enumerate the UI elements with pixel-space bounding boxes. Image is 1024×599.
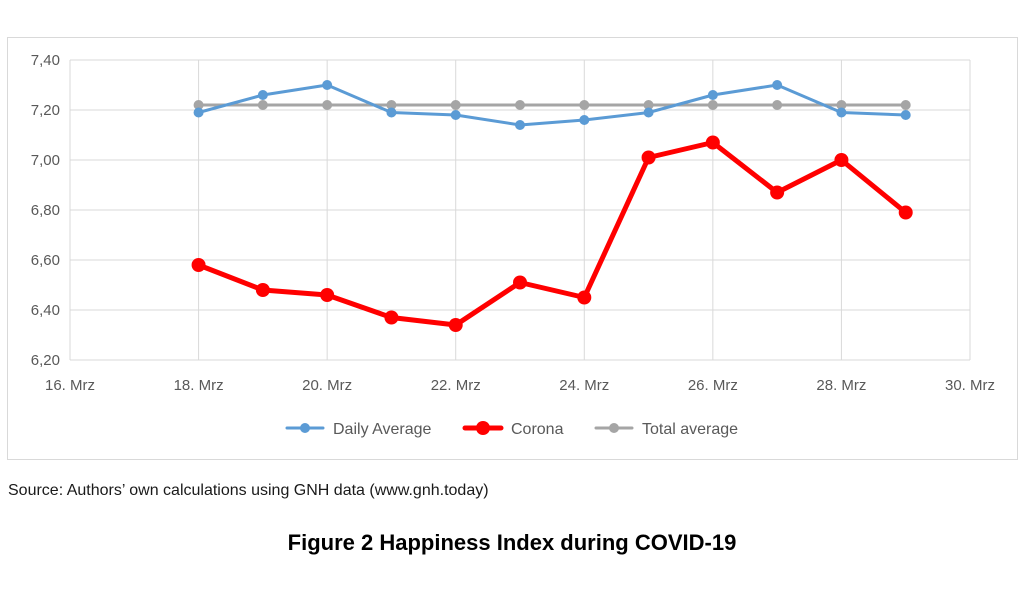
data-point-daily-average [450, 110, 461, 120]
series-line-corona [196, 140, 909, 328]
y-tick-label: 7,00 [31, 152, 60, 169]
x-tick-label: 24. Mrz [559, 377, 609, 394]
axis-layer: 6,20 6,40 6,60 6,80 7,00 7,20 7,40 16. Mrz 18. M… [31, 52, 995, 394]
x-tick-label: 18. Mrz [174, 377, 224, 394]
data-point-corona [513, 275, 527, 290]
data-point-total-average [450, 100, 461, 110]
data-point-corona [770, 185, 785, 200]
x-tick-label: 26. Mrz [688, 377, 738, 394]
x-tick-label: 16. Mrz [45, 377, 95, 394]
data-point-total-average [322, 100, 333, 110]
data-point-daily-average [900, 110, 911, 120]
data-point-total-average [900, 100, 911, 110]
data-point-corona [705, 135, 720, 150]
data-point-total-average [643, 100, 654, 110]
legend-marker-corona [476, 421, 490, 435]
data-point-daily-average [707, 90, 718, 100]
y-tick-label: 6,40 [31, 302, 60, 319]
data-point-total-average [579, 100, 590, 110]
x-tick-label: 30. Mrz [945, 377, 995, 394]
data-point-daily-average [322, 80, 333, 90]
series-line-daily-average [197, 83, 908, 127]
y-tick-label: 6,20 [31, 352, 60, 369]
data-point-corona [898, 205, 913, 220]
source-note: Source: Authors’ own calculations using … [8, 482, 489, 499]
data-point-total-average [386, 100, 397, 110]
data-point-corona [320, 288, 335, 302]
legend-label-total-average: Total average [642, 421, 738, 438]
data-point-corona [384, 310, 399, 325]
y-tick-label: 7,40 [31, 52, 60, 69]
data-point-corona [834, 153, 849, 167]
x-tick-label: 28. Mrz [816, 377, 866, 394]
data-point-corona [448, 318, 463, 332]
data-point-corona [191, 258, 206, 272]
series-layer [191, 80, 913, 332]
data-point-corona [255, 283, 270, 297]
figure-caption: Figure 2 Happiness Index during COVID-19 [287, 530, 737, 555]
legend-label-daily-average: Daily Average [333, 421, 432, 438]
data-point-corona [577, 290, 592, 305]
y-tick-label: 6,60 [31, 252, 60, 269]
data-point-daily-average [257, 90, 268, 100]
x-tick-label: 22. Mrz [431, 377, 481, 394]
data-point-daily-average [643, 107, 654, 118]
y-tick-label: 7,20 [31, 102, 60, 119]
y-tick-label: 6,80 [31, 202, 60, 219]
legend-label-corona: Corona [511, 421, 564, 438]
line-chart: 6,20 6,40 6,60 6,80 7,00 7,20 7,40 16. Mrz 18. M… [31, 52, 995, 438]
x-tick-label: 20. Mrz [302, 377, 352, 394]
data-point-corona [641, 150, 656, 165]
data-point-daily-average [772, 80, 783, 90]
data-point-total-average [257, 100, 268, 110]
chart-frame [7, 37, 1018, 460]
data-point-total-average [515, 100, 525, 110]
legend-marker-daily-average [300, 423, 310, 433]
legend-layer: Daily Average Corona Total average [285, 421, 738, 438]
data-point-daily-average [386, 107, 397, 118]
data-point-daily-average [193, 107, 204, 118]
data-point-total-average [836, 100, 847, 110]
data-point-daily-average [515, 120, 525, 130]
data-point-daily-average [836, 107, 847, 118]
data-point-total-average [193, 100, 204, 110]
legend-marker-total-average [609, 423, 619, 433]
data-point-total-average [707, 100, 718, 110]
data-point-daily-average [579, 115, 590, 125]
data-point-total-average [772, 100, 783, 110]
